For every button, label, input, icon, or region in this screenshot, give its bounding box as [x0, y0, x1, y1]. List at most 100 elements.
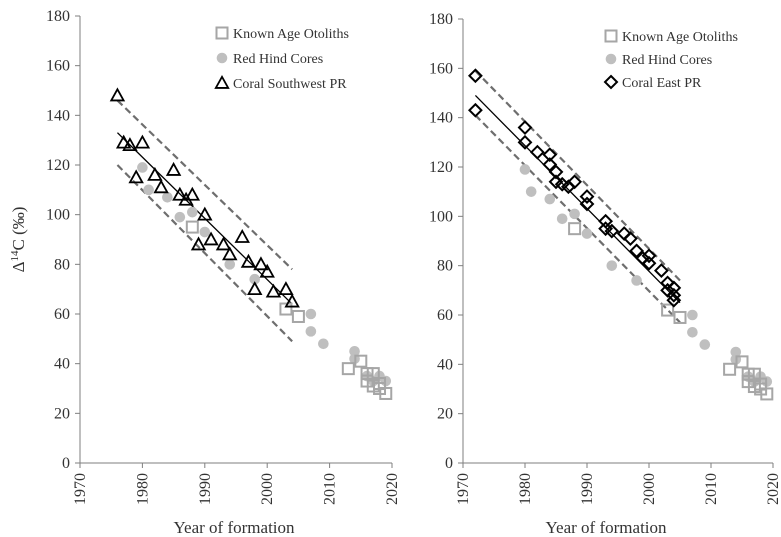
y-tick-label: 60: [437, 307, 453, 324]
x-tick-label: 2000: [259, 473, 276, 505]
x-tick-label: 1990: [197, 473, 214, 505]
data-point: [517, 134, 533, 150]
data-point: [122, 137, 138, 151]
data-point: [542, 157, 558, 172]
data-point: [529, 144, 545, 160]
data-point: [699, 339, 711, 350]
series-square-open: [568, 222, 774, 401]
y-tick-label: 60: [54, 306, 70, 323]
x-tick-label: 1980: [517, 473, 534, 505]
chart-panel-left: 0 20 40 60 80 100 120 140 160 180 1970 1980 1990 2000…: [9, 8, 401, 537]
data-point: [622, 231, 638, 246]
data-point: [606, 260, 618, 271]
data-point: [661, 303, 675, 317]
data-point: [215, 236, 232, 251]
legend-marker: [214, 74, 230, 89]
series-square-open: [185, 220, 393, 400]
data-point: [253, 256, 269, 271]
data-point: [109, 87, 126, 102]
legend-label: Known Age Otoliths: [622, 30, 738, 45]
data-point: [162, 191, 173, 203]
data-point: [147, 166, 163, 181]
data-point: [259, 263, 275, 278]
legend-marker: [605, 53, 617, 65]
data-point: [354, 354, 368, 368]
regression-line: [474, 95, 681, 304]
data-point: [467, 68, 483, 84]
data-point: [735, 355, 749, 369]
data-point: [631, 275, 642, 286]
data-point: [760, 387, 774, 401]
y-tick-label: 160: [429, 60, 453, 77]
data-point: [153, 179, 169, 194]
data-point: [673, 310, 687, 324]
data-point: [467, 102, 483, 118]
data-point: [184, 186, 201, 201]
data-point: [687, 326, 698, 338]
data-point: [556, 213, 568, 225]
data-point: [542, 147, 558, 163]
x-tick-label: 2000: [641, 473, 658, 505]
prediction-band-line: [474, 114, 681, 324]
data-point: [341, 362, 355, 376]
x-tick-label: 2020: [384, 473, 401, 505]
data-point: [723, 362, 737, 376]
data-point: [579, 196, 595, 212]
y-tick-label: 180: [46, 8, 70, 25]
y-axis-title: Δ14C (‰): [9, 207, 28, 273]
y-tick-label: 40: [54, 356, 70, 373]
data-point: [203, 231, 219, 246]
data-point: [666, 292, 682, 308]
data-point: [305, 326, 317, 337]
data-point: [305, 308, 317, 320]
y-tick-label: 80: [437, 258, 453, 275]
data-point: [568, 222, 582, 236]
legend: Known Age Otoliths Red Hind Cores Coral So…: [214, 26, 349, 92]
x-tick-label: 1990: [579, 473, 596, 505]
x-tick-label: 1970: [72, 473, 89, 505]
legend-label: Known Age Otoliths: [233, 27, 349, 42]
y-tick-label: 20: [54, 405, 70, 422]
data-point: [517, 120, 533, 135]
data-point: [284, 293, 300, 308]
prediction-band-line: [474, 70, 681, 282]
x-tick-label: 2010: [322, 473, 339, 505]
legend: Known Age Otoliths Red Hind Cores Coral Ea…: [603, 29, 738, 91]
regression-line: [116, 132, 293, 305]
y-tick-label: 120: [429, 159, 453, 176]
data-point: [629, 243, 645, 259]
y-tick-label: 20: [437, 406, 453, 423]
data-point: [174, 211, 186, 223]
data-point: [291, 309, 305, 323]
data-point: [548, 164, 564, 180]
legend-label: Coral East PR: [622, 76, 702, 91]
prediction-band-line: [116, 99, 293, 271]
chart-panel-right: 0 20 40 60 80 100 120 140 160 180 1970 1980 1990 2000…: [429, 11, 781, 537]
data-point: [598, 213, 614, 229]
data-point: [234, 228, 250, 243]
data-point: [579, 189, 595, 205]
data-point: [379, 386, 393, 400]
data-point: [604, 223, 620, 239]
x-tick-label: 2020: [765, 473, 781, 505]
data-point: [569, 208, 580, 220]
data-point: [687, 309, 698, 321]
x-axis-title: Year of formation: [173, 518, 295, 537]
legend-marker: [603, 74, 619, 90]
y-tick-label: 0: [62, 455, 70, 472]
data-point: [567, 174, 583, 190]
y-tick-label: 100: [429, 208, 453, 225]
series-diamond-open: [467, 68, 682, 308]
data-point: [544, 193, 556, 205]
y-tick-label: 180: [429, 11, 453, 28]
y-tick-label: 40: [437, 356, 453, 373]
data-point: [165, 161, 182, 176]
data-point: [197, 206, 213, 221]
data-point: [318, 338, 329, 350]
data-point: [265, 283, 282, 298]
data-point: [279, 302, 293, 316]
series-triangle-open: [109, 87, 300, 308]
data-point: [519, 164, 531, 175]
data-point: [349, 345, 360, 357]
data-point: [190, 236, 207, 251]
